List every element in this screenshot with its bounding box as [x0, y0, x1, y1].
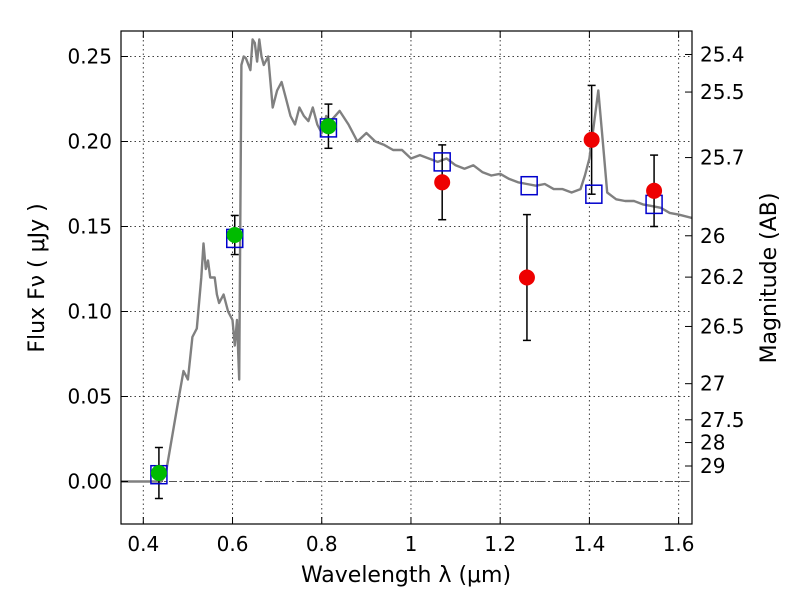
model-band-square [520, 175, 538, 196]
y2-tick-label: 26.5 [700, 314, 745, 338]
data-markers [150, 118, 663, 485]
y-axis-title: Flux Fν ( μJy ) [25, 203, 50, 352]
x-tick-label: 0.8 [306, 532, 338, 556]
photometry-point [150, 465, 167, 481]
x-tick-label: 1.4 [573, 532, 605, 556]
x-tick-label: 1 [405, 532, 418, 556]
model-band-square [433, 152, 451, 172]
x-tick-label: 0.6 [217, 532, 249, 556]
photometry-point [583, 131, 600, 148]
plot-area [120, 30, 693, 525]
y2-tick-label: 26.2 [700, 265, 745, 289]
y2-tick-label: 27 [700, 372, 725, 396]
y2-tick-label: 28 [700, 431, 725, 455]
photometry-point [320, 118, 337, 135]
y2-tick-label: 27.5 [700, 408, 745, 432]
model-spectrum-line [121, 38, 692, 483]
y-tick-label: 0.25 [67, 45, 112, 69]
x-tick-label: 1.2 [484, 532, 516, 556]
grid [121, 31, 692, 524]
x-tick-label: 1.6 [663, 532, 695, 556]
y-tick-label: 0.00 [67, 470, 112, 494]
x-axis-title: Wavelength λ (μm) [301, 563, 511, 588]
y-tick-label: 0.05 [67, 385, 112, 409]
y-tick-label: 0.10 [67, 300, 112, 324]
y2-tick-label: 25.7 [700, 146, 745, 170]
y-tick-label: 0.20 [67, 130, 112, 154]
x-tick-label: 0.4 [127, 532, 159, 556]
y2-axis-title: Magnitude (AB) [757, 193, 782, 364]
photometry-point [646, 182, 663, 199]
photometry-point [518, 269, 535, 286]
y2-tick-label: 25.4 [700, 42, 745, 66]
y-tick-label: 0.15 [67, 215, 112, 239]
y2-tick-label: 25.5 [700, 80, 745, 104]
photometry-point [226, 227, 243, 243]
y2-tick-label: 29 [700, 454, 725, 478]
model-spectrum [121, 38, 692, 483]
y2-tick-label: 26 [700, 224, 725, 248]
axis-ticks: 0.4 0.6 0.8 1 1.2 1.4 1.6 0.00 0.05 0.10 0.15 0.20 0… [67, 31, 745, 556]
error-bars [154, 84, 659, 500]
model-band-square [585, 184, 603, 204]
photometry-point [434, 174, 451, 191]
